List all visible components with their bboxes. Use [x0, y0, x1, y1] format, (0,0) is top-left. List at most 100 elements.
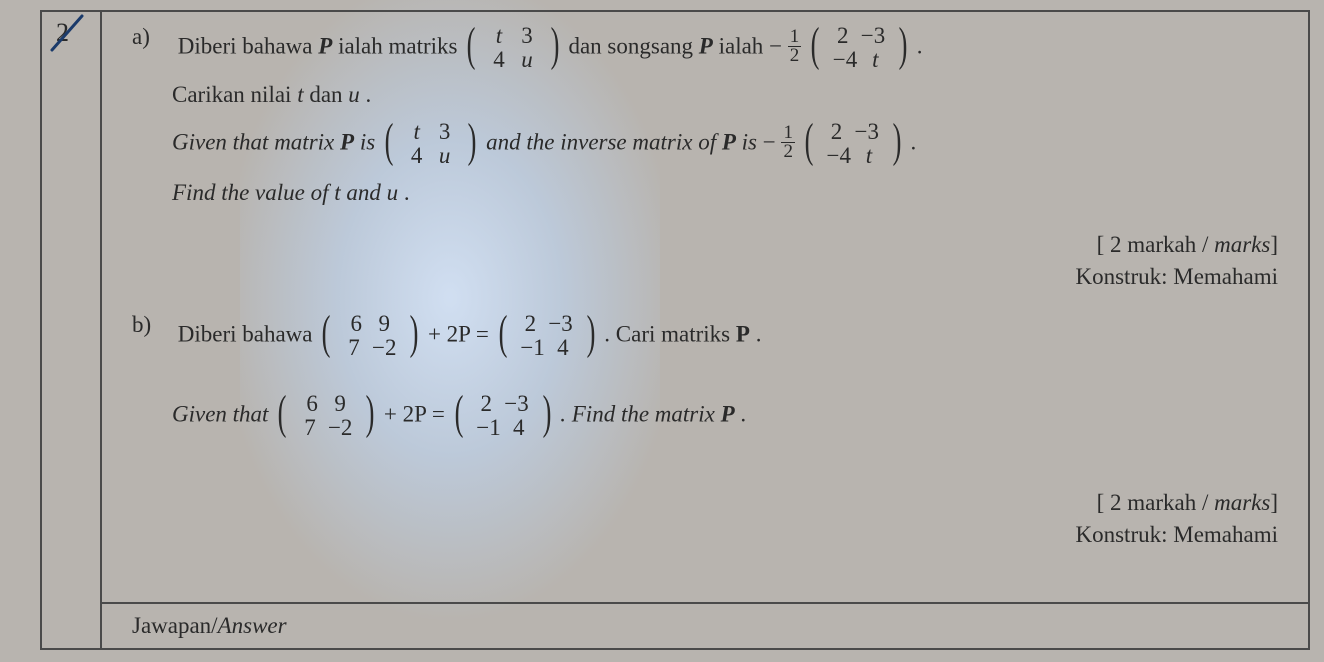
cell: 3 — [513, 24, 541, 48]
cell: t — [855, 144, 883, 168]
part-b-marks: [ 2 markah / marks] — [1097, 490, 1278, 516]
part-a-konstruk: Konstruk: Memahami — [1076, 264, 1279, 290]
text: . — [366, 82, 372, 107]
answer-row: Jawapan/Answer — [102, 602, 1308, 648]
numerator: 1 — [788, 28, 802, 47]
minus: − — [769, 33, 782, 58]
cell: −2 — [324, 416, 356, 440]
text: Carikan nilai — [172, 82, 297, 107]
left-paren-icon: ( — [278, 393, 287, 433]
left-paren-icon: ( — [811, 25, 820, 65]
text: ] — [1270, 490, 1278, 515]
cell: 6 — [298, 392, 326, 416]
text: Konstruk: Memahami — [1076, 522, 1279, 547]
denominator: 2 — [788, 47, 802, 65]
matrix-cells: t3 4u — [403, 120, 459, 168]
text: Diberi bahawa — [178, 321, 319, 346]
matrix-cells: 69 7−2 — [340, 312, 400, 360]
text: Find the value of — [172, 180, 334, 205]
right-paren-icon: ) — [366, 393, 375, 433]
text: is — [742, 129, 763, 154]
cell: −2 — [368, 336, 400, 360]
matrix-P-inverse: ( 2−3 −4t ) — [801, 120, 905, 168]
question-number-column: 2 — [42, 12, 102, 648]
text: . Find the matrix — [560, 401, 720, 426]
part-b-label: b) — [132, 312, 172, 338]
matrix-cells: 2−3 −14 — [472, 392, 532, 440]
cell: t — [485, 24, 513, 48]
numerator: 1 — [781, 124, 795, 143]
right-paren-icon: ) — [468, 121, 477, 161]
cell: −3 — [850, 120, 882, 144]
cell: 2 — [472, 392, 500, 416]
left-paren-icon: ( — [454, 393, 463, 433]
fraction-half: 1 2 — [788, 28, 802, 65]
var-u: u — [387, 180, 399, 205]
part-a-line2: Carikan nilai t dan u . — [172, 82, 1288, 108]
part-a-line3: Given that matrix P is ( t3 4u ) and the… — [172, 120, 1288, 168]
minus: − — [763, 129, 776, 154]
left-paren-icon: ( — [804, 121, 813, 161]
matrix-B: ( 2−3 −14 ) — [495, 312, 599, 360]
part-a-line1: a) Diberi bahawa P ialah matriks ( t3 4u… — [132, 24, 1288, 72]
question-body: a) Diberi bahawa P ialah matriks ( t3 4u… — [102, 12, 1308, 648]
cell: −3 — [544, 312, 576, 336]
part-a-line4: Find the value of t and u . — [172, 180, 1288, 206]
text: Given that matrix — [172, 129, 340, 154]
cell: 4 — [549, 336, 577, 360]
matrix-cells: t3 4u — [485, 24, 541, 72]
text: Konstruk: Memahami — [1076, 264, 1279, 289]
text: is — [360, 129, 381, 154]
cell: 7 — [340, 336, 368, 360]
matrix-cells: 69 7−2 — [296, 392, 356, 440]
text: + 2P = — [428, 321, 495, 346]
cell: −4 — [822, 144, 854, 168]
cell: −3 — [857, 24, 889, 48]
right-paren-icon: ) — [542, 393, 551, 433]
text: . — [740, 401, 746, 426]
matrix-P: ( t3 4u ) — [463, 24, 562, 72]
fraction-half: 1 2 — [781, 124, 795, 161]
part-a-marks: [ 2 markah / marks] — [1097, 232, 1278, 258]
right-paren-icon: ) — [550, 25, 559, 65]
part-a-label: a) — [132, 24, 172, 50]
handwritten-slash-icon — [48, 12, 90, 54]
var-t: t — [334, 180, 346, 205]
answer-label: Jawapan/ — [132, 613, 218, 638]
cell: 9 — [326, 392, 354, 416]
right-paren-icon: ) — [899, 25, 908, 65]
matrix-P: ( t3 4u ) — [381, 120, 480, 168]
var-P: P — [721, 401, 735, 426]
text: . Cari matriks — [604, 321, 736, 346]
matrix-cells: 2−3 −14 — [516, 312, 576, 360]
matrix-A: ( 69 7−2 ) — [318, 312, 422, 360]
cell: 4 — [485, 48, 513, 72]
cell: t — [861, 48, 889, 72]
part-b-konstruk: Konstruk: Memahami — [1076, 522, 1279, 548]
text: dan — [309, 82, 348, 107]
part-b-line1: b) Diberi bahawa ( 69 7−2 ) + 2P = ( 2−3… — [132, 312, 1288, 360]
text: marks — [1214, 490, 1270, 515]
cell: −1 — [516, 336, 548, 360]
question-number-text: 2 — [56, 18, 69, 47]
text: marks — [1214, 232, 1270, 257]
cell: −1 — [472, 416, 504, 440]
part-b-line2: Given that ( 69 7−2 ) + 2P = ( 2−3 −14 )… — [172, 392, 1288, 440]
cell: 4 — [505, 416, 533, 440]
var-t: t — [297, 82, 303, 107]
var-P: P — [318, 33, 332, 58]
left-paren-icon: ( — [322, 313, 331, 353]
var-P: P — [722, 129, 736, 154]
matrix-A: ( 69 7−2 ) — [274, 392, 378, 440]
denominator: 2 — [781, 143, 795, 161]
var-P: P — [699, 33, 713, 58]
cell: u — [513, 48, 541, 72]
text: [ 2 markah / — [1097, 490, 1215, 515]
cell: 9 — [370, 312, 398, 336]
cell: −4 — [829, 48, 861, 72]
cell: 6 — [342, 312, 370, 336]
var-P: P — [736, 321, 750, 346]
text: dan songsang — [568, 33, 698, 58]
cell: u — [431, 144, 459, 168]
cell: −3 — [500, 392, 532, 416]
